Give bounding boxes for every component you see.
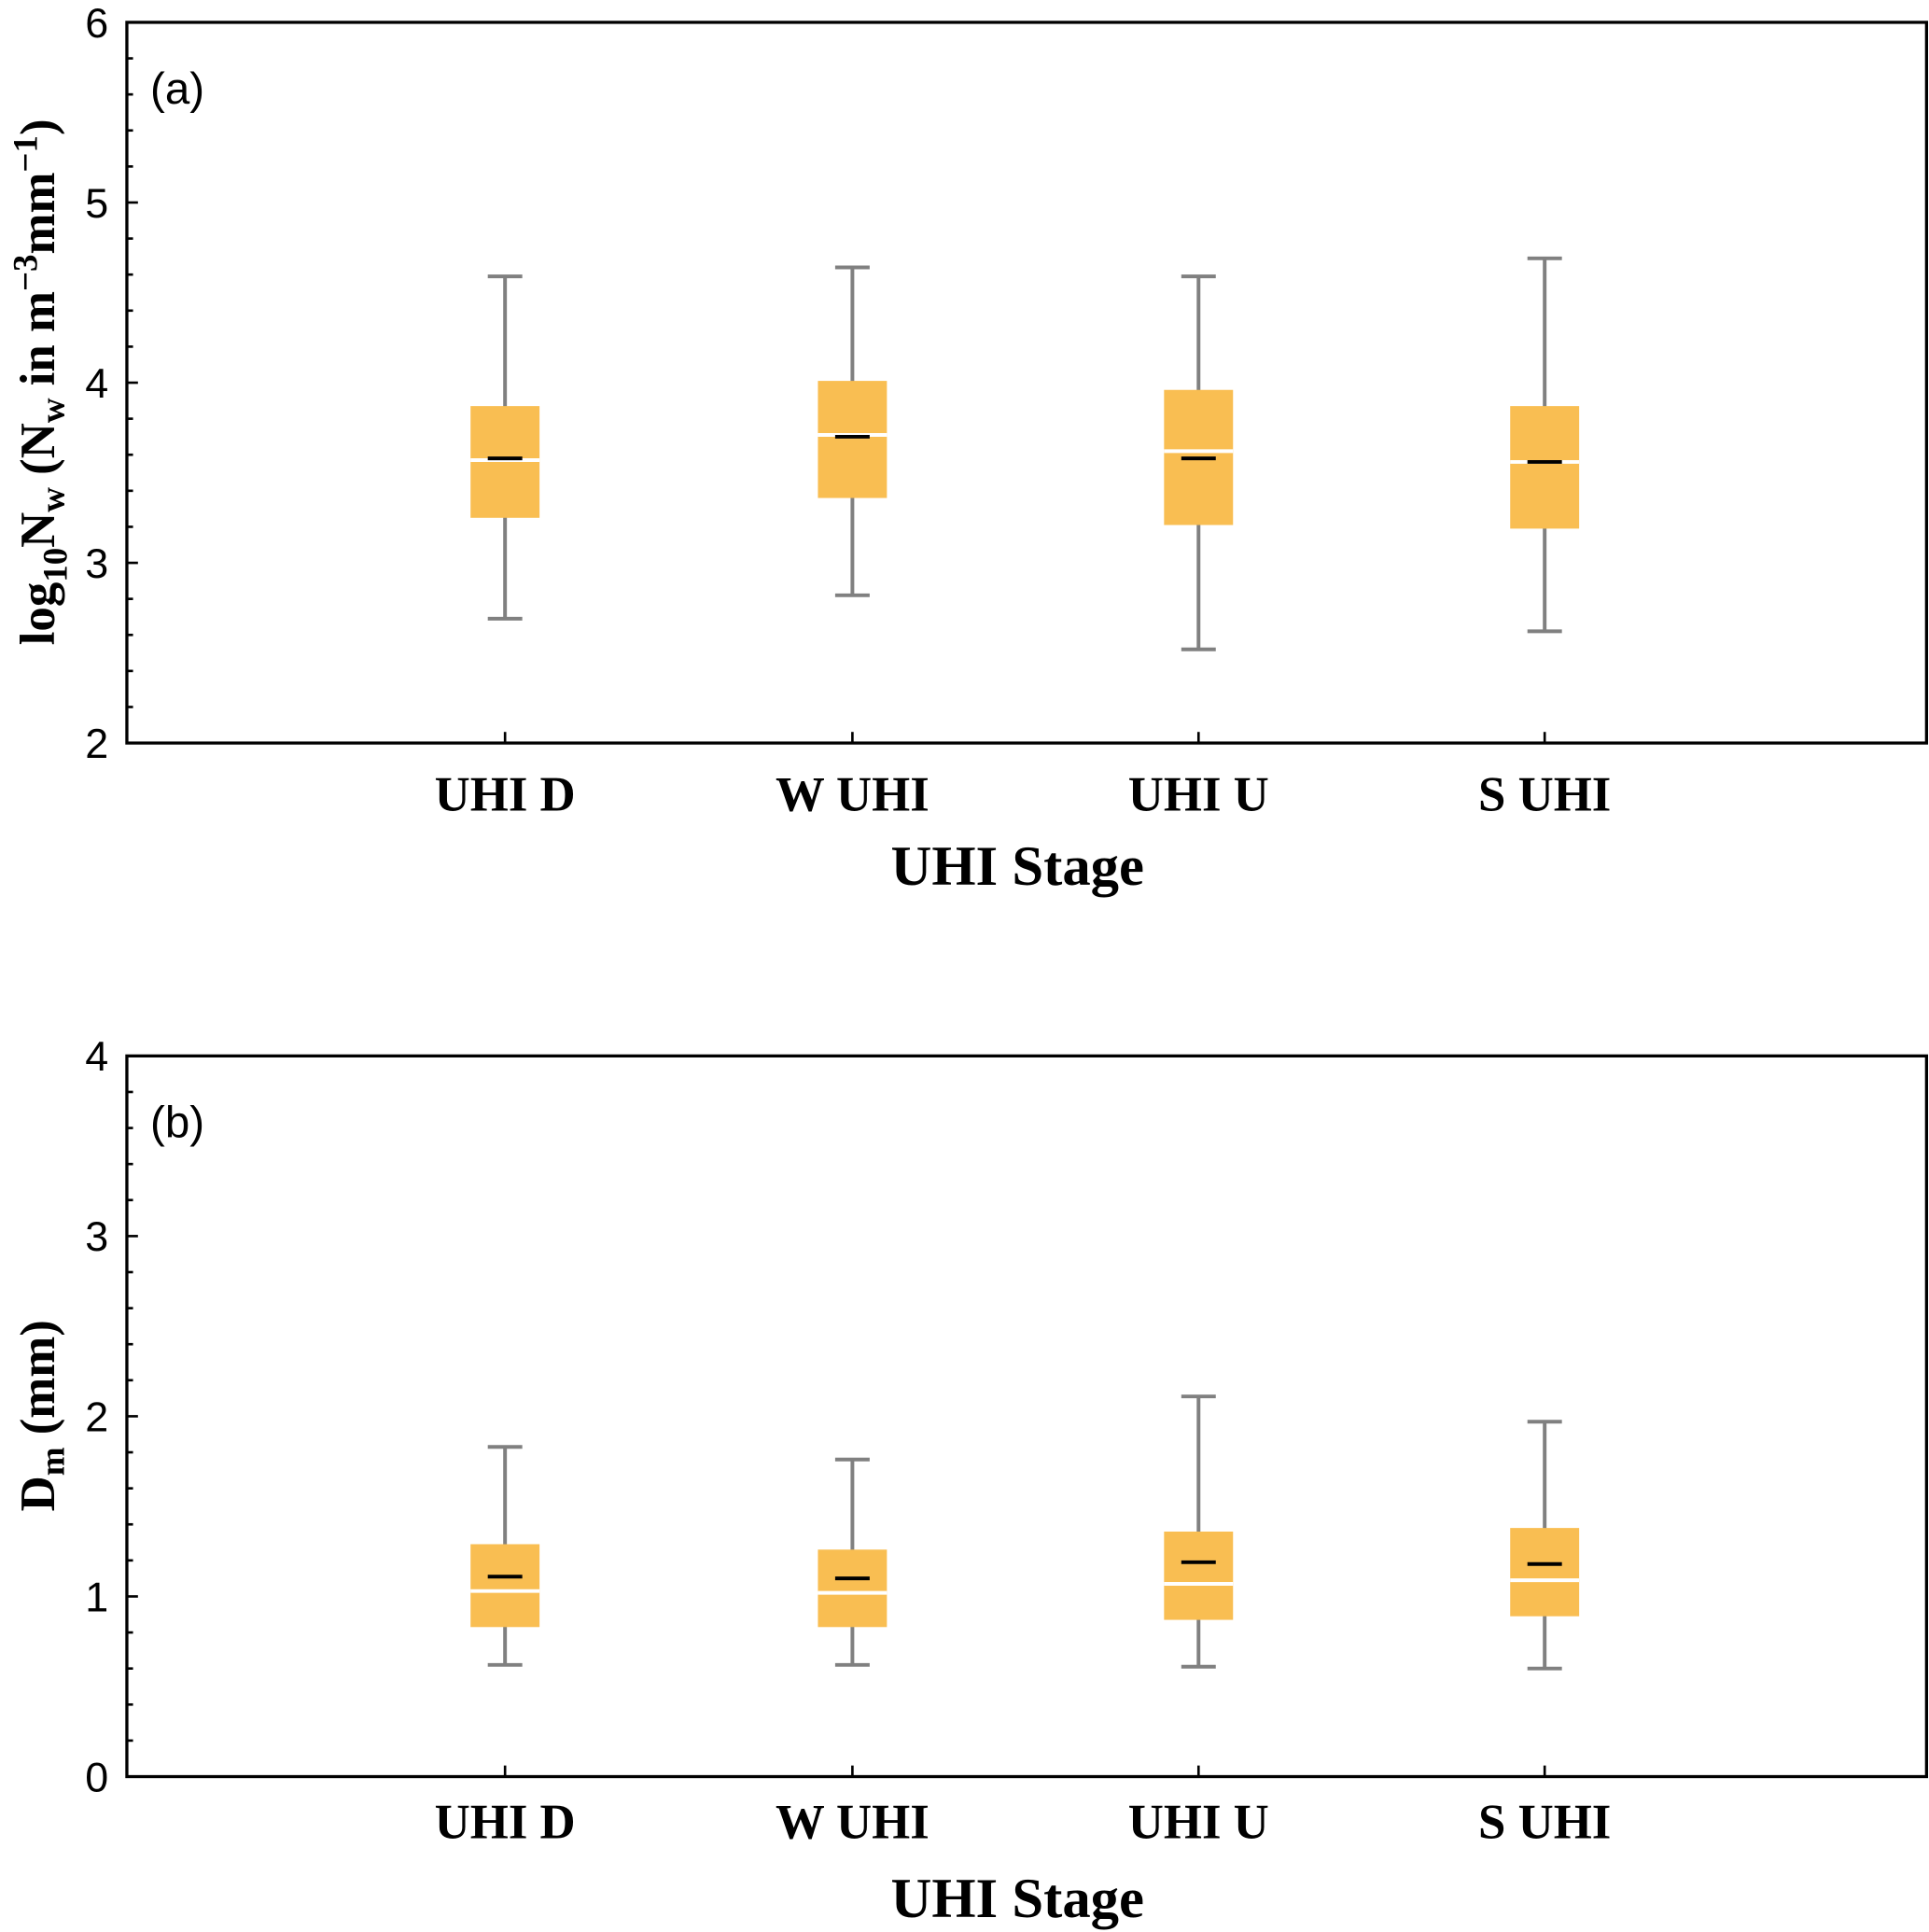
plot-frame — [125, 21, 1929, 745]
panel-label: (a) — [150, 64, 204, 114]
plot-frame — [125, 1054, 1929, 1779]
x-tick-label: UHI U — [1128, 1796, 1269, 1850]
y-tick-label: 1 — [85, 1573, 108, 1620]
panel-b: Dm (mm) UHI D W UHI UHI U S UHI 0 1 2 3 4 (b) UHI … — [11, 1032, 1929, 1930]
x-axis-label: UHI Stage — [891, 1868, 1144, 1930]
box-3 — [1510, 1528, 1580, 1617]
x-tick-label: S UHI — [1478, 768, 1611, 822]
box-3 — [1510, 406, 1580, 529]
y-tick-label: 5 — [85, 179, 108, 227]
x-tick-label: W UHI — [776, 1796, 930, 1850]
y-axis-label-b: Dm (mm) — [11, 1320, 72, 1511]
y-tick-label: 4 — [85, 359, 108, 407]
y-tick-label: 2 — [85, 1393, 108, 1440]
panel-a: log10Nw (Nw in m−3mm−1) UHI D W UHI UHI U S… — [7, 0, 1929, 898]
x-tick-label: UHI D — [435, 1796, 576, 1850]
y-tick-label: 2 — [85, 720, 108, 767]
x-axis-label: UHI Stage — [891, 835, 1144, 898]
panel-label: (b) — [150, 1098, 204, 1147]
box-2 — [1164, 1531, 1234, 1620]
y-tick-label: 6 — [85, 0, 108, 47]
box-0 — [470, 1544, 540, 1628]
box-1 — [818, 381, 888, 498]
x-tick-label: UHI D — [435, 768, 576, 822]
y-tick-label: 4 — [85, 1032, 108, 1080]
y-axis-label-a: log10Nw (Nw in m−3mm−1) — [7, 119, 75, 645]
y-tick-label: 0 — [85, 1753, 108, 1800]
box-1 — [818, 1549, 888, 1628]
y-tick-label: 3 — [85, 539, 108, 587]
x-tick-label: UHI U — [1128, 768, 1269, 822]
x-tick-label: S UHI — [1478, 1796, 1611, 1850]
y-tick-label: 3 — [85, 1212, 108, 1260]
x-tick-label: W UHI — [776, 768, 930, 822]
